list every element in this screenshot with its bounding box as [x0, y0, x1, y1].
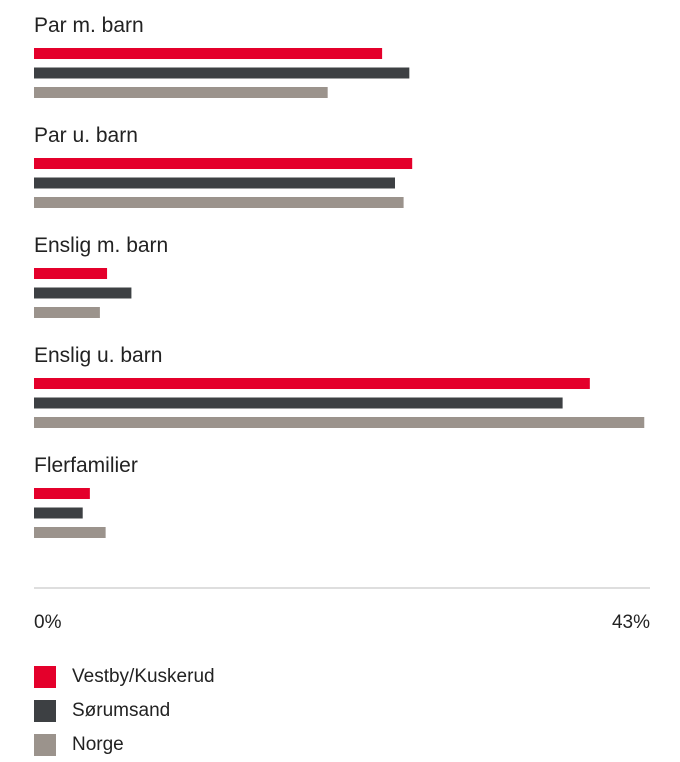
bar-4-1 [34, 507, 83, 519]
x-tick-label-min: 0% [34, 612, 62, 633]
bar-4-0 [34, 488, 90, 499]
bar-0-2 [34, 87, 328, 98]
bar-2-1 [34, 287, 132, 299]
category-label: Par u. barn [34, 124, 138, 147]
bar-3-2 [34, 417, 645, 428]
category-label: Flerfamilier [34, 454, 138, 477]
legend-label-sorumsand: Sørumsand [72, 700, 171, 721]
bar-4-2 [34, 527, 106, 538]
bars-layer: Par m. barn Par u. barn Enslig m. barn Ensl… [34, 14, 645, 538]
bar-1-1 [34, 177, 396, 189]
legend-swatch-sorumsand [34, 700, 56, 722]
legend-item-sorumsand: Sørumsand [34, 694, 215, 728]
bar-0-0 [34, 48, 383, 59]
bar-2-2 [34, 307, 100, 318]
legend: Vestby/Kuskerud Sørumsand Norge [34, 660, 215, 762]
bar-3-1 [34, 397, 563, 409]
legend-swatch-norge [34, 734, 56, 756]
legend-item-norge: Norge [34, 728, 215, 762]
legend-swatch-vestby [34, 666, 56, 688]
legend-label-vestby: Vestby/Kuskerud [72, 666, 215, 687]
category-label: Enslig m. barn [34, 234, 168, 257]
bar-3-0 [34, 378, 590, 389]
bar-0-1 [34, 67, 410, 79]
bar-1-2 [34, 197, 404, 208]
category-label: Enslig u. barn [34, 344, 162, 367]
bar-2-0 [34, 268, 108, 279]
legend-label-norge: Norge [72, 734, 124, 755]
legend-item-vestby: Vestby/Kuskerud [34, 660, 215, 694]
category-label: Par m. barn [34, 14, 144, 37]
x-tick-label-max: 43% [612, 612, 650, 633]
bar-1-0 [34, 158, 413, 169]
